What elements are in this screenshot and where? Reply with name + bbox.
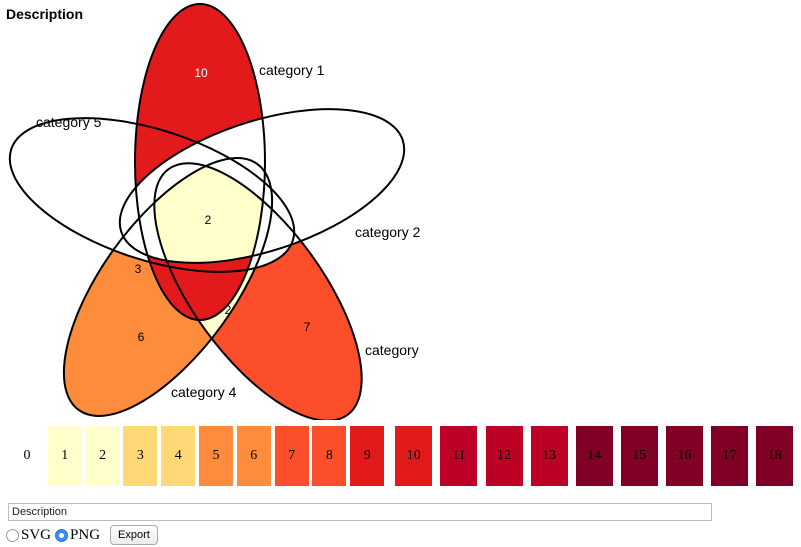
- legend-cell-1: 1: [47, 426, 82, 486]
- legend-cell-6: 6: [236, 426, 271, 486]
- legend-cell-9: 9: [350, 426, 385, 486]
- legend-cell-18: 18: [756, 426, 794, 486]
- region-value-45: 3: [135, 262, 142, 276]
- legend-cell-14: 14: [575, 426, 613, 486]
- color-scale-legend: 0 1 2 3 4 5 6 7 8 9 10 11 12 13 14 15 16 17 18: [0, 426, 801, 486]
- venn-diagram: category 1 category 2 category category …: [0, 3, 424, 420]
- legend-cell-8: 8: [312, 426, 347, 486]
- legend-cell-4: 4: [161, 426, 196, 486]
- legend-cell-7: 7: [274, 426, 309, 486]
- region-value-4: 6: [138, 330, 145, 344]
- svg-label: SVG: [21, 526, 52, 543]
- legend-cell-12: 12: [485, 426, 523, 486]
- chart-title: Description: [6, 6, 84, 22]
- export-controls: SVG PNG Export: [6, 525, 158, 545]
- export-button[interactable]: Export: [110, 525, 158, 545]
- legend-cell-11: 11: [440, 426, 478, 486]
- region-value-34: 2: [225, 303, 232, 317]
- legend-cell-5: 5: [199, 426, 233, 486]
- set-label-4: category 4: [171, 384, 237, 400]
- set-label-2: category 2: [355, 224, 421, 240]
- svg-radio[interactable]: [6, 528, 19, 542]
- description-input[interactable]: [8, 503, 712, 521]
- region-value-3: 7: [304, 320, 311, 334]
- legend-cell-10: 10: [395, 426, 433, 486]
- set-label-1: category 1: [259, 62, 325, 78]
- legend-cell-13: 13: [530, 426, 568, 486]
- set-label-5: category 5: [36, 114, 102, 130]
- png-radio[interactable]: [55, 528, 69, 542]
- legend-cell-17: 17: [711, 426, 748, 486]
- legend-cell-0: 0: [10, 426, 44, 486]
- region-value-1: 10: [194, 66, 208, 80]
- legend-cell-2: 2: [85, 426, 120, 486]
- legend-cell-15: 15: [620, 426, 658, 486]
- png-label: PNG: [70, 526, 101, 543]
- legend-cell-16: 16: [665, 426, 703, 486]
- set-label-3: category: [365, 342, 419, 358]
- legend-cell-3: 3: [123, 426, 158, 486]
- region-value-center: 2: [205, 213, 212, 227]
